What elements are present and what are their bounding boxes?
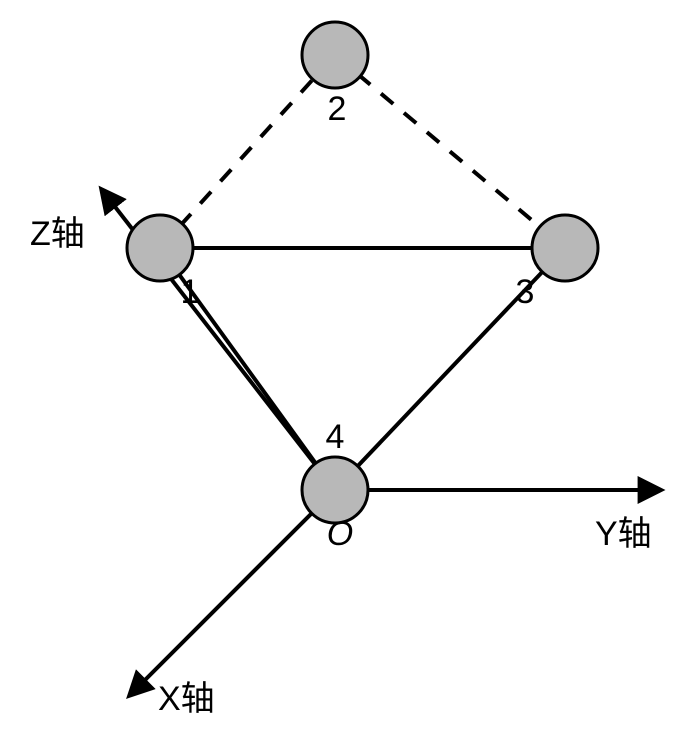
edges-layer [160, 55, 565, 490]
axis-X [130, 490, 335, 695]
node-1 [127, 215, 193, 281]
edge-n2-n3 [335, 55, 565, 248]
axis-label-X: X轴 [158, 680, 215, 718]
origin-label: O [327, 515, 353, 553]
node-label-4: 4 [326, 418, 345, 456]
node-3 [532, 215, 598, 281]
node-label-1: 1 [181, 273, 200, 311]
labels-layer: 1 2 3 4 O Z轴 Y轴 X轴 [30, 90, 652, 718]
edge-n1-n2 [160, 55, 335, 248]
axis-label-Z: Z轴 [30, 215, 85, 253]
coordinate-diagram: 1 2 3 4 O Z轴 Y轴 X轴 [0, 0, 700, 731]
node-label-2: 2 [328, 90, 347, 128]
node-label-3: 3 [516, 273, 535, 311]
axis-label-Y: Y轴 [595, 515, 652, 553]
node-4 [302, 457, 368, 523]
node-2 [302, 22, 368, 88]
